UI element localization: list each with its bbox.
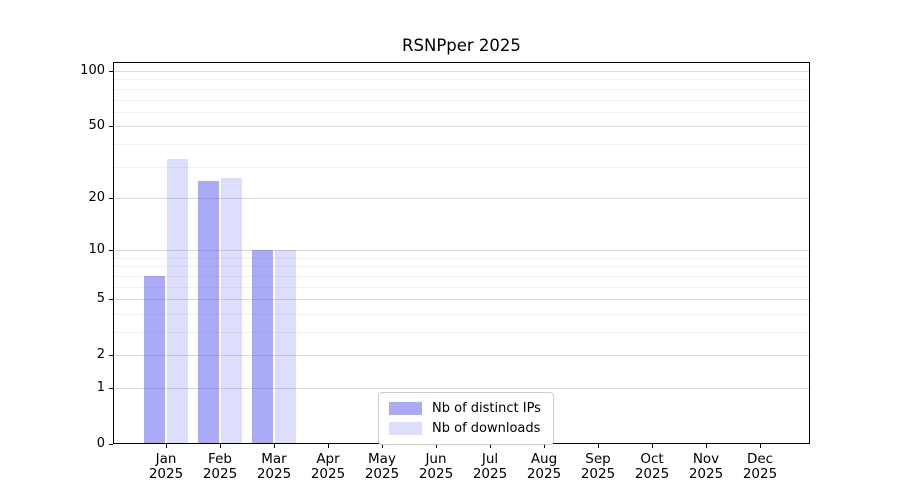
x-tick-mark (166, 444, 167, 448)
legend-label-distinct-ips: Nb of distinct IPs (432, 401, 541, 416)
y-gridline-minor (114, 287, 809, 288)
x-tick-label: Feb 2025 (202, 451, 238, 482)
y-gridline-minor (114, 112, 809, 113)
y-tick-label: 10 (88, 242, 105, 257)
y-tick-mark (109, 126, 113, 127)
legend-item-distinct-ips: Nb of distinct IPs (389, 399, 544, 418)
y-tick-label: 100 (80, 63, 105, 78)
x-tick-label: Sep 2025 (580, 451, 616, 482)
bar-distinct-ips (198, 180, 219, 444)
x-tick-mark (490, 444, 491, 448)
y-gridline-minor (114, 167, 809, 168)
y-tick-label: 50 (88, 118, 105, 133)
y-tick-label: 0 (96, 436, 105, 451)
y-tick-mark (109, 71, 113, 72)
x-tick-mark (436, 444, 437, 448)
y-tick-mark (109, 444, 113, 445)
x-tick-label: Jun 2025 (418, 451, 454, 482)
y-gridline-minor (114, 266, 809, 267)
bar-downloads (167, 159, 188, 444)
x-tick-mark (544, 444, 545, 448)
y-gridline-minor (114, 258, 809, 259)
x-tick-mark (598, 444, 599, 448)
x-tick-mark (274, 444, 275, 448)
x-tick-label: Apr 2025 (310, 451, 346, 482)
chart-title: RSNPper 2025 (402, 36, 521, 55)
y-gridline-major (114, 299, 809, 300)
y-gridline-major (114, 250, 809, 251)
y-tick-label: 5 (96, 291, 105, 306)
legend-swatch-distinct-ips (389, 402, 422, 415)
y-tick-label: 1 (96, 380, 105, 395)
legend-swatch-downloads (389, 422, 422, 435)
y-tick-mark (109, 388, 113, 389)
x-tick-mark (760, 444, 761, 448)
x-tick-mark (652, 444, 653, 448)
x-tick-mark (382, 444, 383, 448)
y-gridline-major (114, 126, 809, 127)
bar-downloads (275, 250, 296, 444)
x-tick-label: May 2025 (364, 451, 400, 482)
y-gridline-minor (114, 79, 809, 80)
y-gridline-major (114, 198, 809, 199)
x-tick-label: Jul 2025 (472, 451, 508, 482)
x-tick-mark (220, 444, 221, 448)
x-tick-label: Aug 2025 (526, 451, 562, 482)
x-tick-label: Oct 2025 (634, 451, 670, 482)
y-gridline-minor (114, 100, 809, 101)
y-tick-mark (109, 250, 113, 251)
x-tick-label: Nov 2025 (688, 451, 724, 482)
y-gridline-major (114, 71, 809, 72)
x-tick-label: Jan 2025 (148, 451, 184, 482)
y-gridline-minor (114, 332, 809, 333)
y-gridline-minor (114, 314, 809, 315)
y-tick-mark (109, 198, 113, 199)
bar-distinct-ips (144, 275, 165, 444)
y-tick-label: 2 (96, 347, 105, 362)
y-gridline-major (114, 355, 809, 356)
legend: Nb of distinct IPs Nb of downloads (378, 392, 554, 445)
legend-item-downloads: Nb of downloads (389, 419, 544, 438)
y-gridline-minor (114, 144, 809, 145)
x-tick-mark (706, 444, 707, 448)
legend-label-downloads: Nb of downloads (432, 421, 541, 436)
x-tick-mark (328, 444, 329, 448)
y-tick-mark (109, 299, 113, 300)
x-tick-label: Dec 2025 (742, 451, 778, 482)
y-gridline-major (114, 388, 809, 389)
y-gridline-minor (114, 89, 809, 90)
x-tick-label: Mar 2025 (256, 451, 292, 482)
y-tick-label: 20 (88, 190, 105, 205)
y-tick-mark (109, 355, 113, 356)
bar-downloads (221, 177, 242, 444)
bar-distinct-ips (252, 250, 273, 444)
y-gridline-minor (114, 276, 809, 277)
